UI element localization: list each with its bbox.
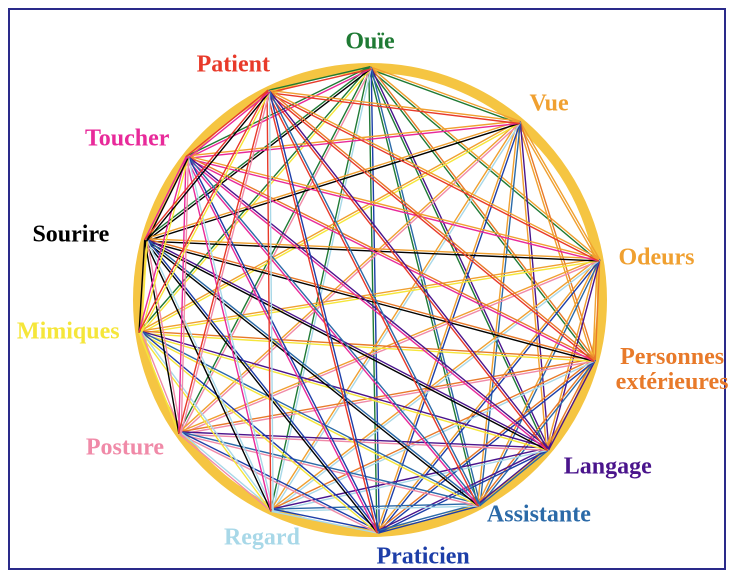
- node-label-sourire: Sourire: [32, 222, 109, 247]
- node-label-regard: Regard: [224, 526, 300, 551]
- node-label-posture: Posture: [86, 435, 164, 460]
- node-label-ouie: Ouïe: [345, 29, 394, 54]
- node-label-odeurs: Odeurs: [618, 245, 694, 270]
- node-label-assistante: Assistante: [487, 502, 591, 527]
- edge: [549, 361, 595, 450]
- node-label-praticien: Praticien: [376, 544, 469, 569]
- node-label-personnes: Personnes extérieures: [616, 345, 729, 395]
- node-label-vue: Vue: [530, 92, 569, 117]
- node-label-mimiques: Mimiques: [17, 320, 120, 345]
- node-label-patient: Patient: [197, 53, 270, 78]
- node-label-langage: Langage: [564, 455, 652, 480]
- edge: [141, 332, 273, 510]
- edge: [141, 331, 480, 504]
- network-svg: [10, 10, 728, 572]
- diagram-frame: Ouïe Vue Odeurs Personnes extérieures Langag…: [8, 8, 726, 570]
- edge: [145, 91, 267, 239]
- node-label-toucher: Toucher: [85, 127, 169, 152]
